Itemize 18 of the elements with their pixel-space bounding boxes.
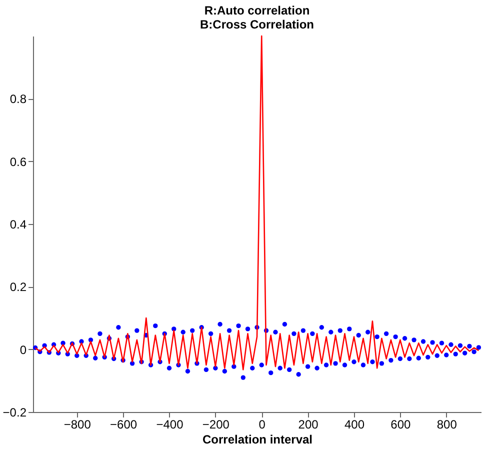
x-tick-label: −200 bbox=[202, 418, 230, 432]
x-axis-title: Correlation interval bbox=[202, 432, 313, 446]
x-tick-label: −600 bbox=[110, 418, 138, 432]
y-tick-label: −0.2 bbox=[2, 406, 27, 420]
x-tick-label: −400 bbox=[156, 418, 184, 432]
text: R:Auto correlation bbox=[204, 3, 310, 18]
x-tick-label: −800 bbox=[64, 418, 92, 432]
y-tick-label: 0 bbox=[20, 342, 27, 357]
x-tick-label: 400 bbox=[344, 418, 365, 432]
x-tick-label: 200 bbox=[298, 418, 319, 432]
y-tick-label: 0.2 bbox=[10, 280, 27, 294]
x-tick-label: 0 bbox=[258, 418, 266, 432]
x-tick-label: 800 bbox=[436, 418, 458, 432]
x-tick-label: 600 bbox=[390, 418, 412, 432]
text: B:Cross Correlation bbox=[200, 17, 314, 32]
y-tick-label: 0.8 bbox=[10, 92, 27, 106]
y-tick-label: 0.6 bbox=[10, 154, 27, 169]
y-tick-label: 0.4 bbox=[10, 218, 27, 232]
